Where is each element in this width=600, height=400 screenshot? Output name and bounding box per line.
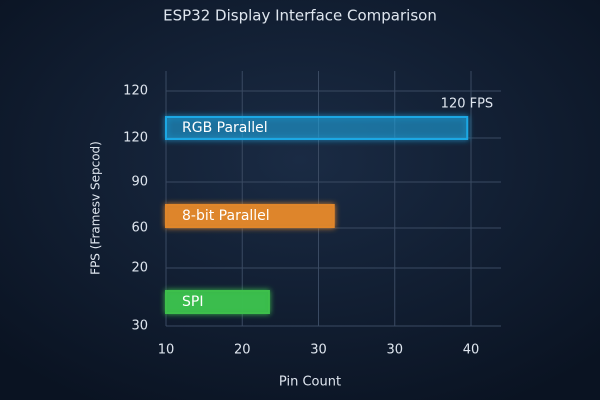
x-tick-label: 30 bbox=[386, 343, 403, 358]
annotation: 120 FPS bbox=[441, 97, 494, 112]
x-tick-label: 30 bbox=[310, 343, 327, 358]
bar-label: RGB Parallel bbox=[182, 120, 268, 136]
y-tick-label: 120 bbox=[123, 84, 148, 99]
bar bbox=[165, 116, 469, 140]
bar bbox=[165, 204, 335, 228]
y-tick-label: 20 bbox=[131, 261, 148, 276]
y-axis-label: FPS (Framesv Sepcod) bbox=[89, 141, 103, 275]
x-tick-label: 20 bbox=[234, 343, 251, 358]
chart-title: ESP32 Display Interface Comparison bbox=[163, 7, 437, 25]
x-tick-label: 40 bbox=[463, 343, 480, 358]
bar-label: SPI bbox=[182, 294, 203, 310]
y-tick-label: 120 bbox=[123, 131, 148, 146]
y-tick-label: 90 bbox=[131, 175, 148, 190]
bar bbox=[165, 290, 270, 314]
bar-label: 8-bit Parallel bbox=[182, 208, 270, 224]
y-tick-label: 30 bbox=[131, 319, 148, 334]
x-tick-label: 10 bbox=[158, 343, 175, 358]
y-tick-label: 60 bbox=[131, 221, 148, 236]
x-axis-label: Pin Count bbox=[279, 375, 341, 390]
